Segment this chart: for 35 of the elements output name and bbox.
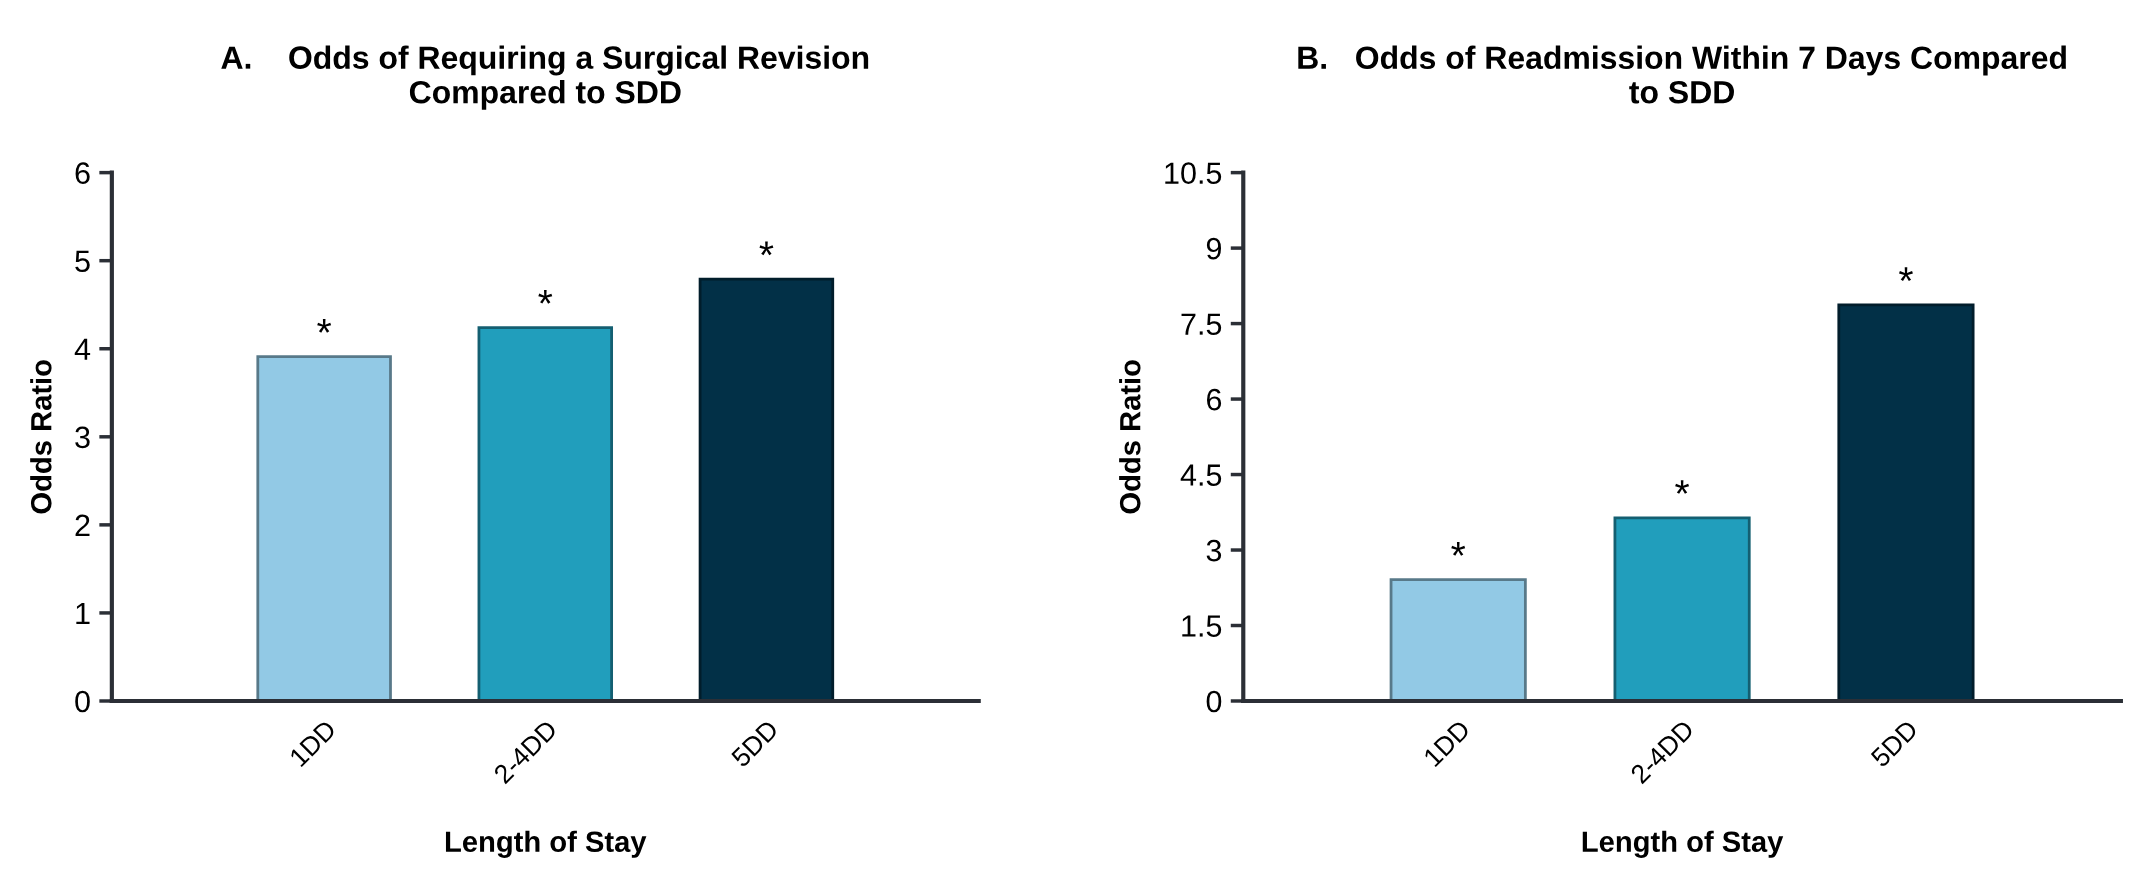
y-tick-label: 2 — [75, 514, 90, 536]
y-tick-label: 5 — [75, 250, 90, 273]
bar — [1389, 578, 1527, 701]
y-tick-label: 1 — [76, 602, 90, 624]
x-tick-label: 5DD — [1870, 719, 1919, 768]
y-tick-label: 6 — [1207, 388, 1222, 411]
x-axis-title: Length of Stay — [445, 830, 647, 858]
chart-title: A. Odds of Requiring a Surgical Revision Compared to SDD — [221, 45, 869, 110]
bar — [477, 326, 614, 701]
y-tick-label: 6 — [75, 162, 90, 184]
bar — [256, 355, 392, 701]
y-tick-label: 1.5 — [1182, 615, 1222, 637]
x-axis-title: Length of Stay — [1582, 830, 1784, 858]
annotation: * — [1451, 542, 1466, 556]
y-tick-label: 4.5 — [1180, 464, 1222, 486]
annotation: * — [317, 319, 332, 333]
bar — [698, 277, 835, 701]
annotation: * — [538, 290, 553, 304]
y-tick-label: 0 — [1206, 690, 1222, 713]
y-axis-title: Odds Ratio — [30, 360, 52, 514]
y-axis-title: Odds Ratio — [1119, 360, 1141, 514]
y-tick-label: 0 — [75, 690, 90, 713]
y-tick-label: 3 — [75, 426, 90, 449]
annotation: * — [1899, 267, 1913, 282]
x-tick-label: 5DD — [730, 719, 780, 768]
chart-title: B. Odds of Readmission Within 7 Days Compared to SDD — [1298, 45, 2066, 104]
y-tick-label: 10.5 — [1165, 162, 1222, 184]
y-tick-label: 4 — [74, 338, 91, 360]
annotation: * — [759, 241, 774, 256]
y-tick-label: 3 — [1206, 539, 1222, 562]
y-tick-label: 7.5 — [1181, 313, 1222, 335]
bar — [1613, 516, 1751, 701]
annotation: * — [1675, 480, 1690, 494]
bar — [1837, 303, 1975, 701]
y-tick-label: 9 — [1206, 237, 1221, 260]
